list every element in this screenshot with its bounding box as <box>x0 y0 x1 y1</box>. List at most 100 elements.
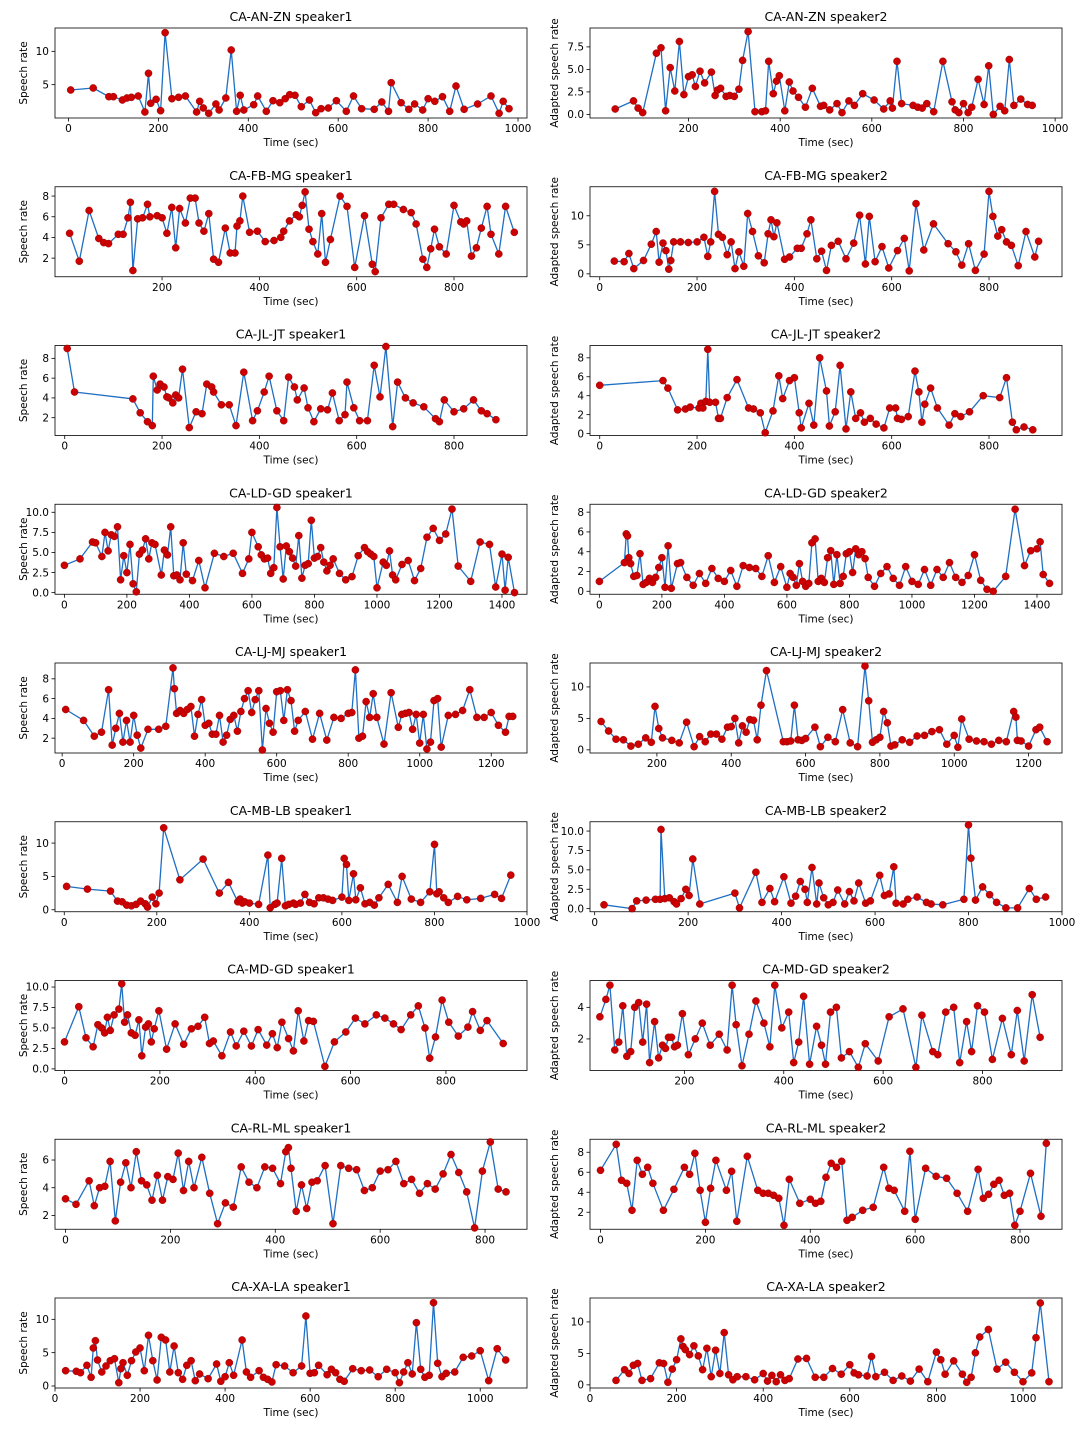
x-tick-label: 200 <box>152 282 172 294</box>
data-point <box>357 104 366 113</box>
data-point <box>448 505 456 513</box>
data-point <box>636 549 644 558</box>
data-point <box>885 1013 893 1021</box>
data-point <box>115 1005 123 1013</box>
data-point <box>110 1011 118 1019</box>
data-point <box>329 1219 337 1228</box>
data-point <box>651 573 660 582</box>
plot-frame <box>589 186 1063 278</box>
x-tick-label: 800 <box>475 1234 495 1246</box>
data-point <box>655 258 663 267</box>
data-point <box>285 547 294 556</box>
data-point <box>634 998 643 1007</box>
y-tick-label: 2 <box>577 1034 584 1046</box>
data-point <box>659 376 667 385</box>
x-tick-label: 200 <box>130 1393 150 1405</box>
data-point <box>144 1020 153 1028</box>
data-point <box>462 896 471 904</box>
data-point <box>380 740 388 748</box>
data-point <box>785 1374 794 1383</box>
data-point <box>625 1369 633 1378</box>
data-point <box>860 418 869 427</box>
y-axis-label: Speech rate <box>18 359 30 422</box>
data-point <box>942 1174 951 1183</box>
data-point <box>1032 895 1041 904</box>
data-point <box>733 1217 741 1226</box>
data-point <box>82 1034 90 1042</box>
data-point <box>867 1352 876 1361</box>
data-point <box>880 1368 889 1377</box>
data-point <box>629 97 638 105</box>
data-point <box>883 562 891 571</box>
data-point <box>912 1063 920 1072</box>
data-point <box>191 194 199 202</box>
data-point <box>1001 1358 1010 1366</box>
data-point <box>123 1011 132 1019</box>
y-tick-label: 4 <box>577 390 584 402</box>
x-tick-label: 1000 <box>1010 1393 1037 1405</box>
data-point <box>340 1377 349 1386</box>
subplot-title: CA-MD-GD speaker2 <box>762 962 890 977</box>
data-point <box>872 1372 880 1381</box>
data-point <box>623 532 632 540</box>
data-point <box>119 230 127 239</box>
data-point <box>842 254 850 263</box>
data-point <box>817 247 826 255</box>
data-point <box>667 584 676 593</box>
data-point <box>850 101 859 110</box>
data-point <box>670 1185 678 1194</box>
data-point <box>493 1344 502 1353</box>
data-point <box>891 741 899 749</box>
data-point <box>970 550 979 559</box>
data-point <box>976 576 985 585</box>
data-point <box>249 100 258 109</box>
data-point <box>343 202 351 211</box>
data-point <box>904 412 913 421</box>
data-point <box>435 242 444 251</box>
data-point <box>165 1368 174 1376</box>
data-point <box>501 586 509 595</box>
data-point <box>182 570 191 579</box>
x-tick-label: 800 <box>424 917 444 929</box>
y-tick-label: 2 <box>577 1207 584 1219</box>
data-point <box>989 587 998 596</box>
data-point <box>317 104 325 113</box>
data-point <box>770 578 779 587</box>
data-point <box>171 243 180 252</box>
x-tick-label: 600 <box>882 441 902 453</box>
data-point <box>467 1352 476 1360</box>
data-point <box>995 736 1003 745</box>
y-tick-label: 2 <box>577 409 584 421</box>
data-point <box>864 697 873 705</box>
data-point <box>304 559 313 568</box>
data-point <box>667 256 675 265</box>
data-point <box>749 405 758 413</box>
data-point <box>171 1020 179 1028</box>
data-point <box>832 1003 841 1012</box>
data-point <box>109 92 118 101</box>
data-point <box>309 237 317 246</box>
subplot-title: CA-RL-ML speaker1 <box>231 1120 352 1135</box>
data-point <box>342 107 351 116</box>
data-point <box>387 78 396 87</box>
data-point <box>1042 1139 1051 1148</box>
data-point <box>430 225 439 233</box>
x-tick-label: 0 <box>61 599 68 611</box>
data-point <box>967 1047 976 1056</box>
data-point <box>404 1358 412 1367</box>
subplot-3: CA-FB-MG speaker1 200 400 600 800 2 4 6 8 Time (s… <box>18 168 528 308</box>
data-point <box>324 104 333 112</box>
data-point <box>984 1325 993 1334</box>
data-point <box>711 398 720 407</box>
data-point <box>168 94 176 103</box>
data-point <box>926 581 935 590</box>
x-tick-label: 600 <box>882 282 902 294</box>
data-point <box>323 1370 331 1379</box>
data-point <box>696 900 704 908</box>
subplot-7: CA-LD-GD speaker1 0 200 400 600 800 1000 1200 14… <box>18 485 528 625</box>
data-point <box>368 260 377 269</box>
data-point <box>865 212 874 221</box>
y-axis-label: Adapted speech rate <box>549 1288 561 1398</box>
data-point <box>273 1043 282 1052</box>
data-point <box>1011 505 1019 514</box>
